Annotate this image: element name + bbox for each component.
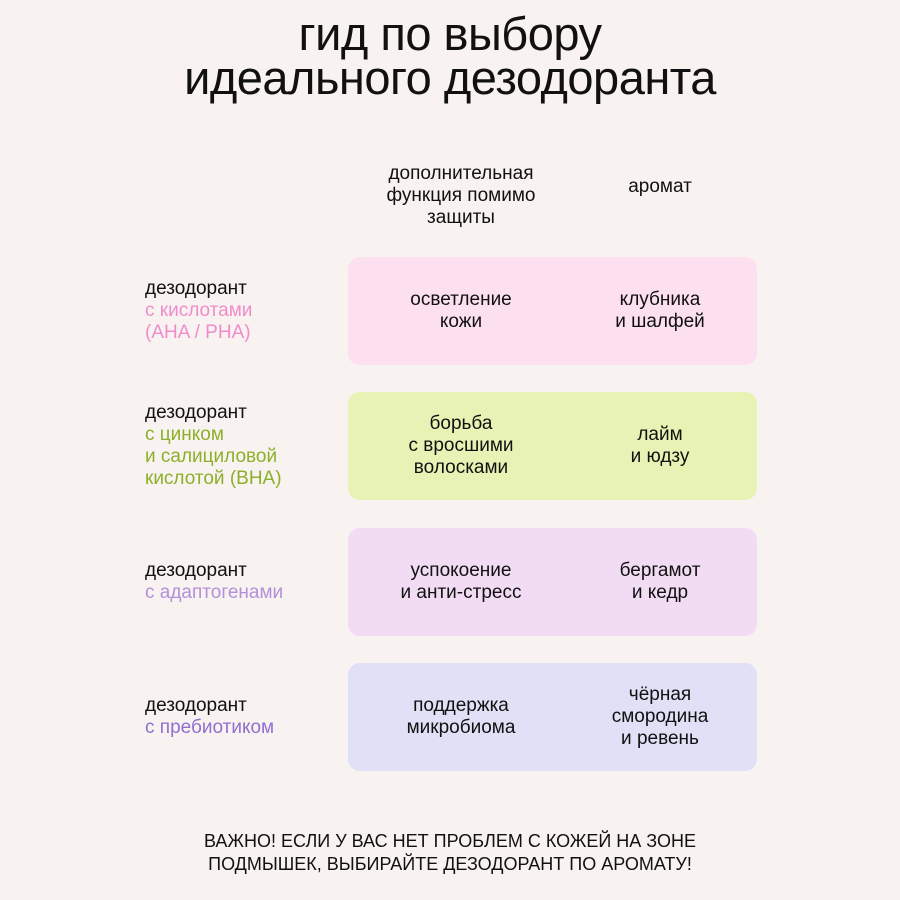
row-label-accent: с адаптогенами	[145, 582, 284, 603]
row-label: дезодорант с адаптогенами	[145, 560, 283, 604]
row-label: дезодорант с пребиотиком	[145, 695, 274, 739]
title-line-1: гид по выбору	[298, 7, 602, 60]
important-note: Важно! Если у вас нет проблем с кожей на…	[0, 830, 900, 876]
row-label-main: дезодорант	[145, 560, 247, 581]
row-card: поддержка микробиома чёрная смородина и р…	[348, 663, 757, 771]
row-label: дезодорант с кислотами (AHA / PHA)	[145, 278, 252, 344]
row-label-accent: с цинком и салициловой кислотой (BHA)	[145, 424, 282, 489]
row-label-main: дезодорант	[145, 278, 247, 299]
function-cell: борьба с вросшими волосками	[408, 413, 514, 478]
page-title: гид по выбору идеального дезодоранта	[0, 7, 900, 104]
note-line-1: Важно! Если у вас нет проблем с кожей на…	[204, 831, 696, 851]
aroma-cell: бергамот и кедр	[619, 560, 701, 603]
header-aroma: аромат	[628, 176, 692, 197]
row-card: борьба с вросшими волосками лайм и юдзу	[348, 392, 757, 500]
row-card: осветление кожи клубника и шалфей	[348, 257, 757, 365]
row-card: успокоение и анти-стресс бергамот и кедр	[348, 528, 757, 636]
row-label-main: дезодорант	[145, 695, 247, 716]
function-cell: успокоение и анти-стресс	[400, 560, 522, 603]
row-label: дезодорант с цинком и салициловой кислото…	[145, 402, 282, 490]
aroma-cell: лайм и юдзу	[630, 424, 690, 467]
header-function: дополнительная функция помимо защиты	[386, 163, 536, 228]
row-label-main: дезодорант	[145, 402, 247, 423]
aroma-cell: чёрная смородина и ревень	[611, 684, 709, 749]
row-label-accent: с пребиотиком	[145, 717, 275, 738]
row-label-accent: с кислотами (AHA / PHA)	[145, 300, 253, 343]
function-cell: поддержка микробиома	[406, 695, 516, 738]
note-line-2: подмышек, выбирайте дезодорант по аромат…	[208, 854, 692, 874]
title-line-2: идеального дезодоранта	[184, 51, 716, 104]
aroma-cell: клубника и шалфей	[615, 289, 705, 332]
function-cell: осветление кожи	[410, 289, 512, 332]
